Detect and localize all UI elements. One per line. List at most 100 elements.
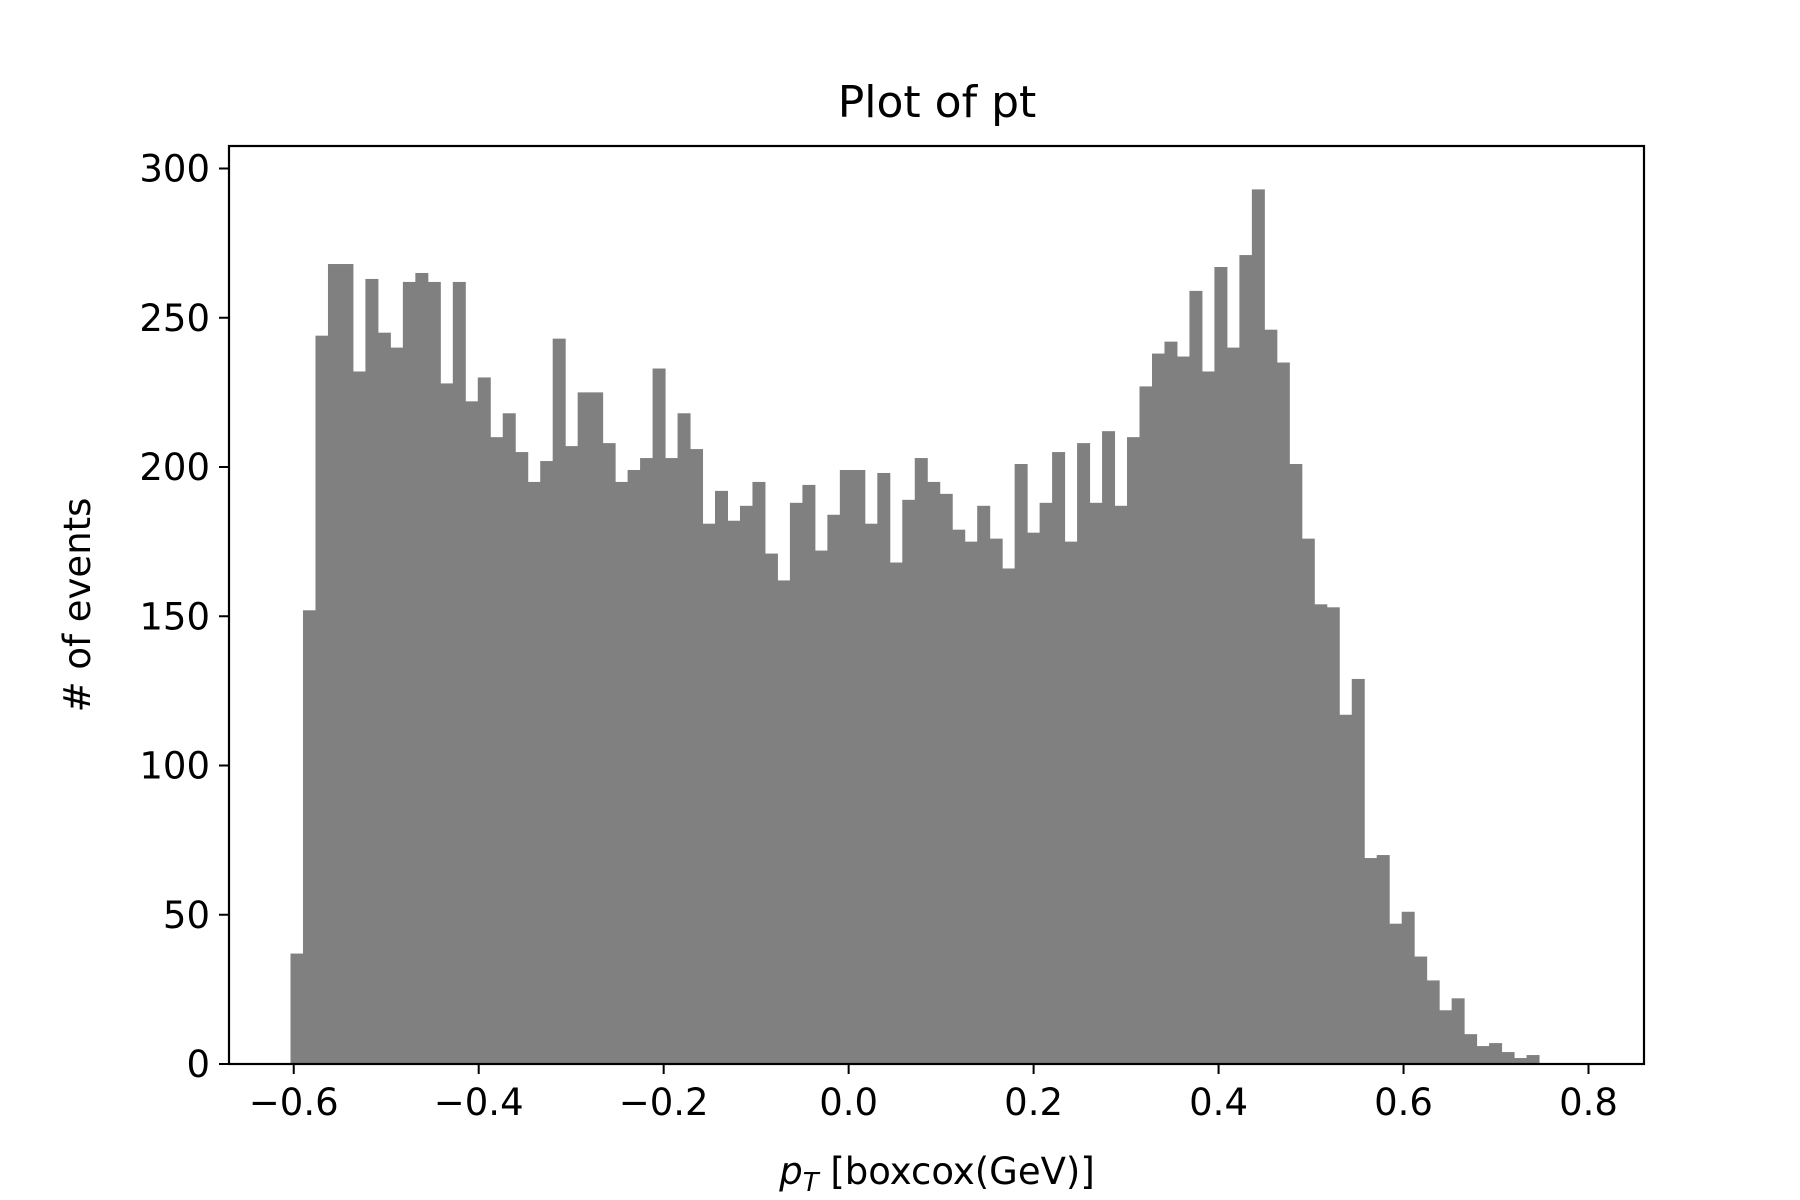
histogram-bar (377, 332, 391, 1064)
histogram-bar (814, 550, 828, 1064)
histogram-bar (1289, 464, 1303, 1064)
y-tick-label: 0 (186, 1043, 210, 1086)
x-axis-title-subscript: T (803, 1168, 821, 1198)
x-tick-label: 0.6 (1374, 1081, 1433, 1124)
histogram-bar (1314, 604, 1328, 1064)
histogram-bar (465, 401, 479, 1065)
x-tick-label: 0.2 (1004, 1081, 1063, 1124)
histogram-bar (927, 481, 941, 1064)
histogram-bar (1064, 541, 1078, 1065)
histogram-bar (727, 520, 741, 1064)
x-axis-title-main: p (778, 1150, 803, 1193)
histogram-bar (1052, 452, 1066, 1064)
histogram-bar (415, 272, 429, 1065)
histogram-bar (977, 505, 991, 1064)
histogram-bar (490, 437, 504, 1064)
histogram-bar (1102, 431, 1116, 1064)
histogram-bar (1489, 1043, 1503, 1064)
histogram-bar (739, 505, 753, 1064)
histogram-bar (440, 383, 454, 1064)
histogram-bars (290, 189, 1540, 1065)
histogram-bar (789, 502, 803, 1064)
histogram-bar (1276, 362, 1290, 1064)
histogram-bar (402, 281, 416, 1064)
histogram-bar (1164, 341, 1178, 1064)
histogram-bar (452, 281, 466, 1064)
y-tick-label: 50 (163, 894, 210, 937)
x-tick-label: −0.6 (249, 1081, 339, 1124)
histogram-bar (1439, 1010, 1453, 1064)
histogram-bar (315, 335, 329, 1064)
histogram-bar (427, 281, 441, 1064)
histogram-bar (1239, 255, 1253, 1064)
histogram-bar (1389, 923, 1403, 1064)
histogram-bar (352, 371, 366, 1065)
histogram-bar (1476, 1046, 1490, 1064)
histogram-bar (877, 472, 891, 1065)
histogram-bar (1339, 714, 1353, 1064)
histogram-bar (1414, 956, 1428, 1064)
histogram-bar (1514, 1058, 1528, 1064)
x-tick-label: −0.4 (434, 1081, 524, 1124)
histogram-bar (302, 610, 316, 1064)
histogram-bar (777, 580, 791, 1064)
histogram-bar (1139, 386, 1153, 1064)
histogram-bar (290, 953, 304, 1064)
histogram-bar (1501, 1052, 1515, 1064)
x-tick-label: 0.8 (1559, 1081, 1618, 1124)
histogram-bar (1089, 502, 1103, 1064)
histogram-bar (1326, 607, 1340, 1064)
histogram-bar (1077, 443, 1091, 1064)
histogram-bar (340, 264, 354, 1064)
plot-frame (227, 144, 1646, 1066)
x-axis-title: pT [boxcox(GeV)] (778, 1150, 1095, 1198)
histogram-bar (989, 538, 1003, 1064)
histogram-bar (627, 469, 641, 1064)
histogram-bar (565, 446, 579, 1064)
histogram-bar (527, 481, 541, 1064)
histogram-bar (1451, 998, 1465, 1064)
histogram-bar (939, 493, 953, 1064)
histogram-bar (1014, 464, 1028, 1064)
histogram-bar (1351, 678, 1365, 1064)
histogram-bar (640, 458, 654, 1064)
histogram-bar (1526, 1055, 1540, 1064)
histogram-bar (889, 562, 903, 1064)
histogram-bar (652, 368, 666, 1064)
histogram-bar (665, 458, 679, 1064)
histogram-bar (365, 278, 379, 1064)
histogram-bar (1214, 267, 1228, 1064)
histogram-bar (1464, 1034, 1478, 1064)
histogram-bar (752, 481, 766, 1064)
histogram-bar (1426, 980, 1440, 1064)
y-tick-label: 200 (139, 446, 210, 489)
histogram-bar (502, 413, 516, 1064)
histogram-bar (1201, 371, 1215, 1065)
histogram-bar (764, 553, 778, 1064)
histogram-bar (615, 481, 629, 1064)
x-axis-title-rest: [boxcox(GeV)] (819, 1150, 1095, 1193)
histogram-bar (964, 541, 978, 1065)
histogram-bar (1039, 502, 1053, 1064)
histogram-bar (839, 469, 853, 1064)
histogram-bar (690, 449, 704, 1065)
histogram-bar (552, 338, 566, 1064)
histogram-bar (1251, 189, 1265, 1064)
y-tick-label: 300 (139, 148, 210, 191)
histogram-bar (577, 392, 591, 1065)
histogram-bar (914, 458, 928, 1064)
histogram-bar (1401, 911, 1415, 1064)
histogram-bar (864, 523, 878, 1064)
histogram-bar (327, 264, 341, 1064)
histogram-bar (715, 490, 728, 1064)
histogram-bar (1002, 568, 1016, 1064)
histogram-bar (1301, 538, 1315, 1064)
histogram-bar (1364, 858, 1378, 1064)
histogram-bar (702, 523, 716, 1064)
histogram-bar (1226, 347, 1240, 1065)
histogram-bar (1264, 329, 1278, 1064)
histogram-bar (602, 443, 616, 1064)
y-tick-label: 150 (139, 595, 210, 638)
histogram-bar (852, 469, 866, 1064)
